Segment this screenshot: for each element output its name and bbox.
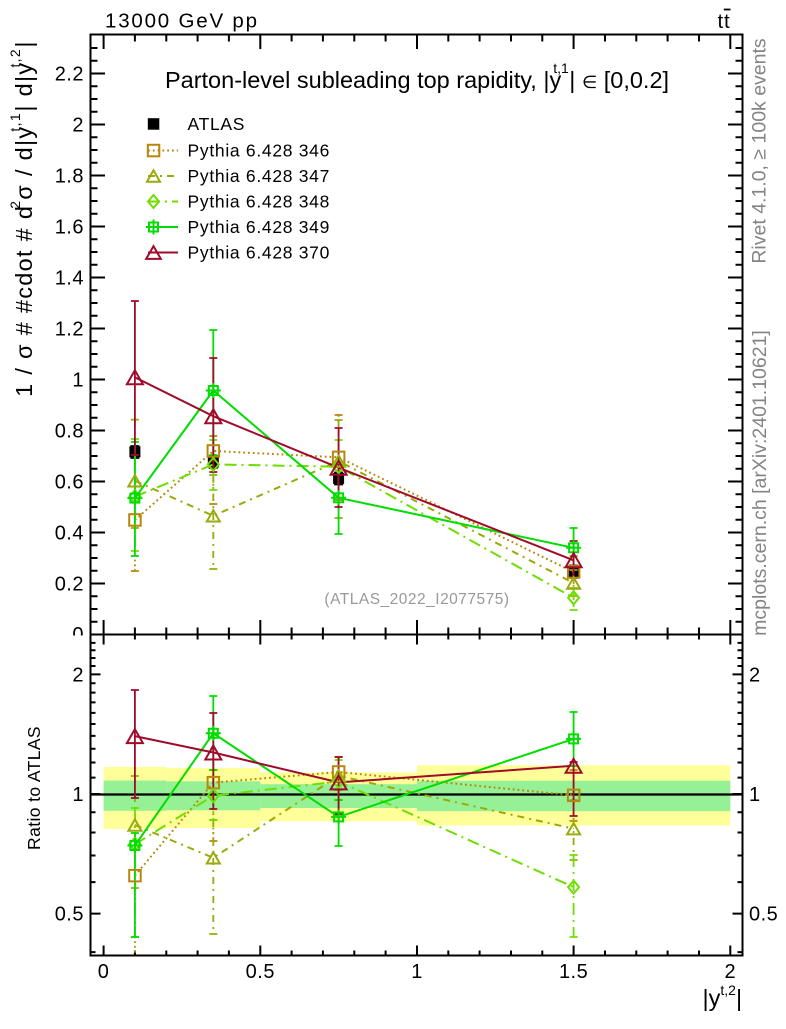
svg-text:0.6: 0.6 — [55, 472, 84, 494]
svg-text:2: 2 — [72, 115, 84, 137]
svg-text:13000 GeV pp: 13000 GeV pp — [105, 10, 259, 33]
svg-text:Pythia 6.428 346: Pythia 6.428 346 — [188, 141, 331, 161]
svg-text:0.4: 0.4 — [55, 523, 84, 545]
svg-text:ATLAS: ATLAS — [188, 114, 246, 134]
svg-text:1: 1 — [72, 370, 84, 392]
svg-text:0.5: 0.5 — [246, 961, 275, 983]
svg-text:1.4: 1.4 — [55, 268, 84, 290]
svg-text:Pythia 6.428 347: Pythia 6.428 347 — [188, 166, 331, 186]
svg-text:1 / σ # #cdot # d2σ / d|yt,1|: 1 / σ # #cdot # d2σ / d|yt,1| d|yt,2| — [7, 40, 37, 397]
svg-text:0: 0 — [98, 961, 110, 983]
svg-text:tt: tt — [718, 10, 731, 33]
svg-text:0.5: 0.5 — [749, 904, 778, 926]
svg-text:Rivet 4.1.0, ≥ 100k events: Rivet 4.1.0, ≥ 100k events — [749, 38, 771, 264]
svg-text:1: 1 — [411, 961, 423, 983]
svg-text:2: 2 — [72, 664, 84, 686]
svg-text:1.5: 1.5 — [559, 961, 588, 983]
svg-text:Pythia 6.428 349: Pythia 6.428 349 — [188, 217, 331, 237]
svg-text:2: 2 — [724, 961, 736, 983]
svg-text:mcplots.cern.ch [arXiv:2401.10: mcplots.cern.ch [arXiv:2401.10621] — [749, 330, 771, 636]
svg-text:Pythia 6.428 348: Pythia 6.428 348 — [188, 192, 331, 212]
svg-text:Ratio to ATLAS: Ratio to ATLAS — [24, 726, 44, 850]
svg-text:1.8: 1.8 — [55, 166, 84, 188]
svg-text:(ATLAS_2022_I2077575): (ATLAS_2022_I2077575) — [324, 591, 509, 608]
svg-text:0: 0 — [72, 624, 84, 646]
svg-text:1: 1 — [749, 784, 761, 806]
svg-text:Pythia 6.428 370: Pythia 6.428 370 — [188, 243, 331, 263]
svg-text:2.2: 2.2 — [55, 64, 84, 86]
svg-text:0.2: 0.2 — [55, 574, 84, 596]
svg-text:2: 2 — [749, 664, 761, 686]
svg-text:0.8: 0.8 — [55, 421, 84, 443]
svg-text:1: 1 — [72, 784, 84, 806]
svg-text:1.2: 1.2 — [55, 319, 84, 341]
svg-text:1.6: 1.6 — [55, 217, 84, 239]
svg-text:0.5: 0.5 — [55, 904, 84, 926]
